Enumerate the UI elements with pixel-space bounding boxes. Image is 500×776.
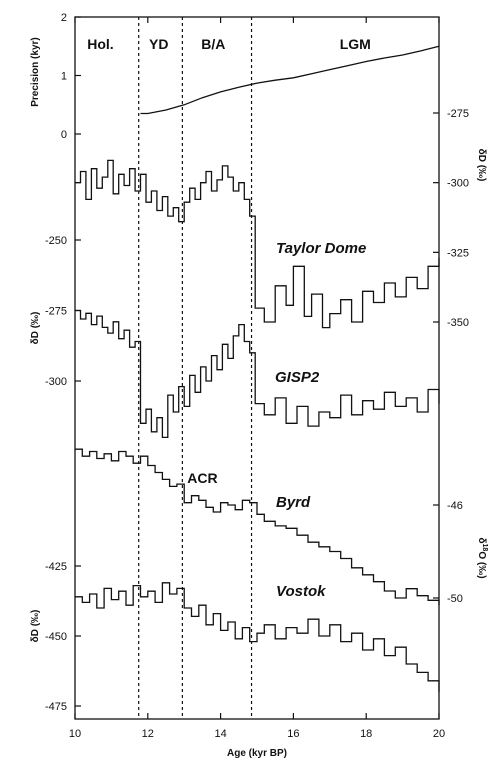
- gisp2-tick-label: -250: [45, 235, 67, 247]
- vostok-tick-label: -450: [45, 631, 67, 643]
- byrd-series-label: Byrd: [276, 494, 311, 511]
- x-tick-label: 12: [142, 728, 154, 740]
- precision-axis-label: Precision (kyr): [30, 37, 41, 106]
- x-tick-label: 16: [287, 728, 299, 740]
- byrd-tick-label: -46: [447, 500, 463, 512]
- plot-frame: [74, 16, 440, 720]
- x-axis-label: Age (kyr BP): [227, 748, 287, 759]
- period-label-hol: Hol.: [87, 36, 113, 52]
- gisp2-axis-label: δD (‰): [30, 312, 41, 345]
- precision-tick-label: 1: [61, 71, 67, 83]
- byrd-axis-label: δ18O (‰): [476, 537, 488, 578]
- x-tick-label: 14: [214, 728, 226, 740]
- precision-tick-label: 2: [61, 12, 67, 24]
- taylor-axis-label: δD (‰): [476, 149, 487, 182]
- vostok-series-line: [75, 582, 440, 692]
- taylor-tick-label: -275: [447, 108, 469, 120]
- taylor-dome-series-label: Taylor Dome: [276, 240, 366, 257]
- annotation-acr: ACR: [187, 470, 217, 486]
- taylor-tick-label: -325: [447, 247, 469, 259]
- x-tick-label: 20: [433, 728, 445, 740]
- period-label-yd: YD: [149, 36, 168, 52]
- gisp2-series-label: GISP2: [275, 369, 320, 386]
- taylor-tick-label: -350: [447, 317, 469, 329]
- byrd-tick-label: -50: [447, 593, 463, 605]
- x-tick-label: 18: [360, 728, 372, 740]
- x-tick-label: 10: [69, 728, 81, 740]
- gisp2-tick-label: -275: [45, 306, 67, 318]
- period-label-lgm: LGM: [340, 36, 371, 52]
- byrd-series-line: [75, 448, 440, 605]
- vostok-axis-label: δD (‰): [30, 610, 41, 643]
- taylor-tick-label: -300: [447, 178, 469, 190]
- vostok-tick-label: -425: [45, 561, 67, 573]
- precision-series-line: [140, 45, 440, 115]
- precision-tick-label: 0: [61, 129, 67, 141]
- vostok-tick-label: -475: [45, 701, 67, 713]
- period-label-b-a: B/A: [201, 36, 225, 52]
- gisp2-series-line: [75, 309, 440, 439]
- taylor-dome-series-line: [75, 159, 440, 329]
- vostok-series-label: Vostok: [276, 583, 326, 600]
- gisp2-tick-label: -300: [45, 376, 67, 388]
